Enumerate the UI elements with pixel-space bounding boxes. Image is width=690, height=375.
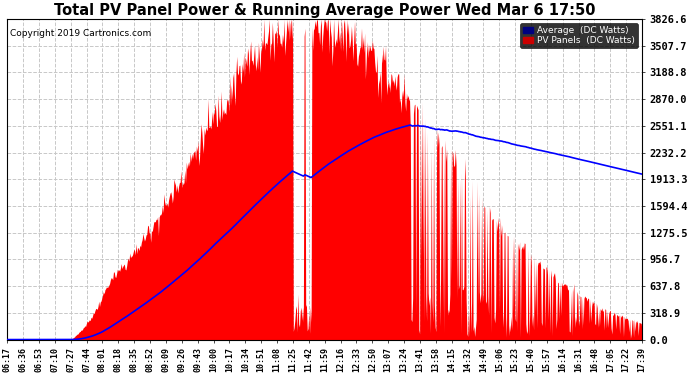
Text: Copyright 2019 Cartronics.com: Copyright 2019 Cartronics.com [10, 28, 152, 38]
Legend: Average  (DC Watts), PV Panels  (DC Watts): Average (DC Watts), PV Panels (DC Watts) [520, 24, 638, 48]
Title: Total PV Panel Power & Running Average Power Wed Mar 6 17:50: Total PV Panel Power & Running Average P… [54, 3, 595, 18]
